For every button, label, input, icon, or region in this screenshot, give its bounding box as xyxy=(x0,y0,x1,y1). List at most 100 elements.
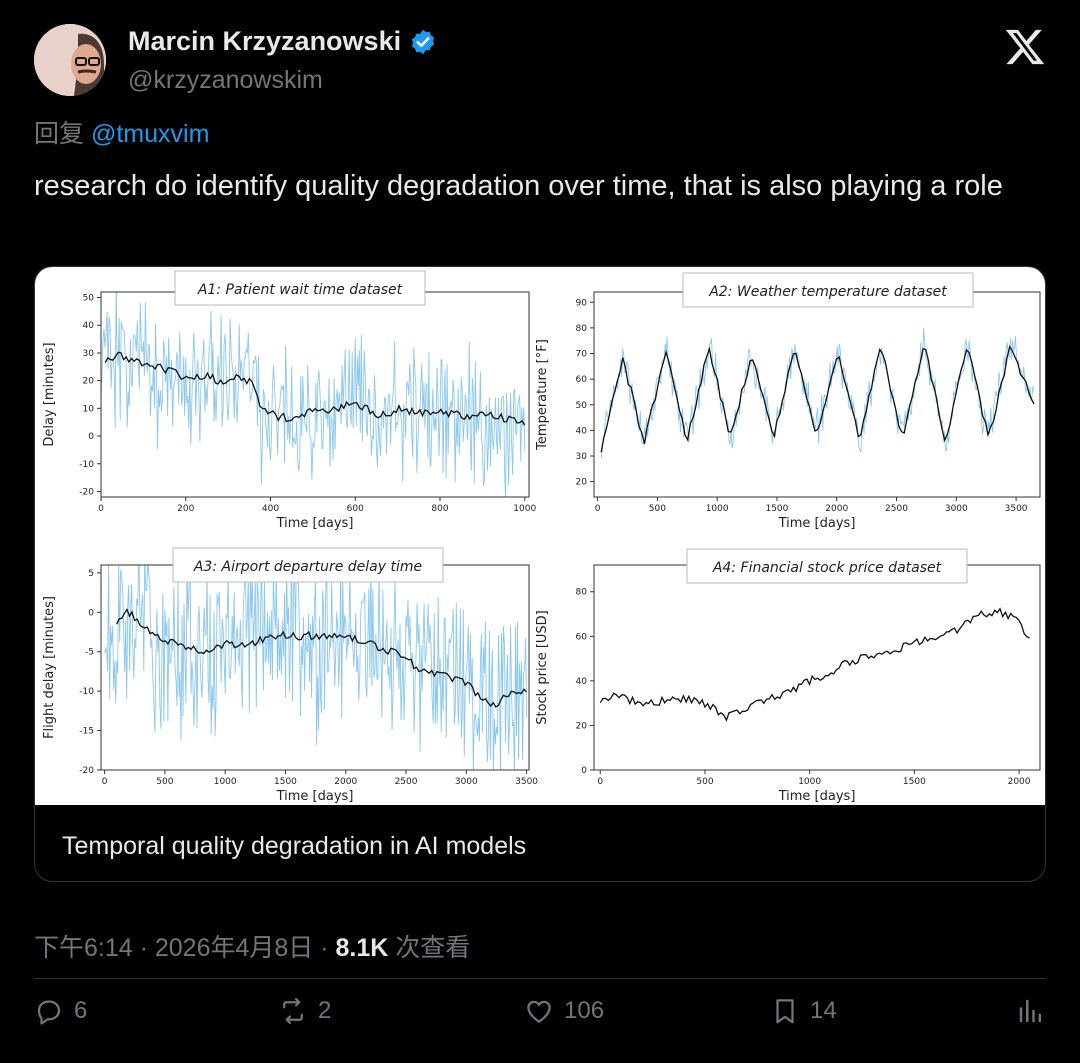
chart-title-4: A4: Financial stock price dataset xyxy=(712,560,942,576)
repost-count: 2 xyxy=(318,997,332,1024)
x-axis-label-3: Time [days] xyxy=(276,789,354,804)
avatar[interactable] xyxy=(34,24,106,96)
chart-title-2: A2: Weather temperature dataset xyxy=(708,284,947,300)
x-tick-label-3: 500 xyxy=(156,777,173,787)
chart-title-box-4 xyxy=(686,548,968,584)
card-caption: Temporal quality degradation in AI model… xyxy=(62,832,527,860)
verified-badge-icon xyxy=(412,29,435,54)
timestamp[interactable]: 下午6:14 · 2026年4月8日 · xyxy=(34,934,336,962)
repost-icon xyxy=(283,998,303,1024)
x-tick-label-1: 400 xyxy=(262,504,279,514)
author-handle[interactable]: @krzyzanowskim xyxy=(128,66,323,94)
analytics-icon xyxy=(1019,999,1041,1023)
y-tick-label-3: -20 xyxy=(79,766,94,776)
author-name-text[interactable]: Marcin Krzyzanowski xyxy=(128,26,402,56)
x-tick-label-4: 1000 xyxy=(798,777,821,787)
reply-context: 回复 @tmuxvim xyxy=(34,114,209,150)
view-count: 8.1K xyxy=(335,934,389,962)
chart-title-1: A1: Patient wait time dataset xyxy=(197,282,403,298)
tweet-text: research do identify quality degradation… xyxy=(34,170,1003,202)
chart-title-box-1 xyxy=(174,270,426,306)
repost-button[interactable]: 2 xyxy=(278,996,331,1026)
x-tick-label-1: 1000 xyxy=(513,504,536,514)
media-card[interactable]: 0 200 400 600 800 1000 -20 -10 0 10 20 30 40 50 Time [… xyxy=(34,266,1046,882)
plot-frame-2 xyxy=(593,291,1041,498)
x-tick-label-4: 1500 xyxy=(903,777,926,787)
x-axis-label-4: Time [days] xyxy=(778,789,856,804)
y-tick-label-4: 80 xyxy=(576,588,588,598)
reply-button[interactable]: 6 xyxy=(34,996,87,1026)
tweet-meta: 下午6:14 · 2026年4月8日 · 8.1K 次查看 xyxy=(34,928,470,964)
y-tick-label-2: 30 xyxy=(576,452,588,462)
x-tick-label-3: 1500 xyxy=(274,777,297,787)
x-tick-label-4: 0 xyxy=(597,777,603,787)
y-tick-label-4: 20 xyxy=(576,721,588,731)
x-tick-label-2: 2000 xyxy=(825,504,848,514)
trend-series-2 xyxy=(600,345,1035,453)
y-tick-label-3: -15 xyxy=(79,727,94,737)
trend-series-4 xyxy=(599,607,1030,722)
x-tick-label-1: 0 xyxy=(98,504,104,514)
y-axis-label-3: Flight delay [minutes] xyxy=(42,596,57,739)
like-count: 106 xyxy=(564,997,605,1024)
action-bar: 6 2 106 14 xyxy=(34,996,1046,1036)
y-tick-label-3: -10 xyxy=(79,687,94,697)
y-tick-label-3: 0 xyxy=(88,608,94,618)
plot-frame-4 xyxy=(593,564,1041,771)
x-tick-label-2: 0 xyxy=(595,504,601,514)
y-tick-label-2: 70 xyxy=(576,350,588,360)
reply-count: 6 xyxy=(74,997,88,1024)
reply-mention-link[interactable]: @tmuxvim xyxy=(90,120,210,148)
x-tick-label-3: 2000 xyxy=(334,777,357,787)
x-tick-label-2: 3000 xyxy=(945,504,968,514)
y-axis-label-4: Stock price [USD] xyxy=(535,610,550,725)
author-name[interactable]: Marcin Krzyzanowski xyxy=(128,26,437,57)
bookmark-button[interactable]: 14 xyxy=(770,996,837,1026)
y-tick-label-2: 60 xyxy=(576,375,588,385)
y-tick-label-3: 5 xyxy=(88,569,94,579)
x-tick-label-3: 1000 xyxy=(214,777,237,787)
x-tick-label-1: 800 xyxy=(431,504,448,514)
x-tick-label-4: 500 xyxy=(696,777,713,787)
bookmark-count: 14 xyxy=(810,997,837,1024)
y-tick-label-2: 50 xyxy=(576,401,588,411)
like-button[interactable]: 106 xyxy=(524,996,604,1026)
x-tick-label-2: 3500 xyxy=(1005,504,1028,514)
y-axis-label-2: Temperature [°F] xyxy=(535,339,550,451)
chart-title-box-2 xyxy=(682,272,974,308)
x-tick-label-3: 0 xyxy=(102,777,108,787)
noise-series-1 xyxy=(101,292,526,497)
y-tick-label-1: 30 xyxy=(83,349,95,359)
y-tick-label-1: 10 xyxy=(83,404,95,414)
y-tick-label-1: 20 xyxy=(83,377,95,387)
y-tick-label-1: 40 xyxy=(83,321,95,331)
analytics-button[interactable] xyxy=(1016,996,1046,1026)
bookmark-icon xyxy=(776,999,794,1024)
y-tick-label-2: 90 xyxy=(576,298,588,308)
trend-series-1 xyxy=(104,351,526,426)
x-logo-icon[interactable] xyxy=(1004,26,1046,68)
y-tick-label-3: -5 xyxy=(85,648,94,658)
y-tick-label-2: 20 xyxy=(576,478,588,488)
y-tick-label-1: -10 xyxy=(79,460,94,470)
y-tick-label-2: 80 xyxy=(576,324,588,334)
x-tick-label-2: 2500 xyxy=(885,504,908,514)
x-tick-label-3: 3500 xyxy=(515,777,538,787)
divider xyxy=(34,978,1046,979)
x-tick-label-4: 2000 xyxy=(1008,777,1031,787)
view-count-label: 次查看 xyxy=(388,934,471,962)
y-tick-label-4: 40 xyxy=(576,677,588,687)
y-tick-label-4: 0 xyxy=(581,766,587,776)
x-tick-label-2: 1500 xyxy=(765,504,788,514)
like-icon xyxy=(527,1000,551,1023)
reply-icon xyxy=(37,1000,61,1025)
x-tick-label-2: 500 xyxy=(649,504,666,514)
reply-prefix: 回复 xyxy=(34,120,85,148)
y-axis-label-1: Delay [minutes] xyxy=(42,342,57,446)
y-tick-label-1: -20 xyxy=(79,487,94,497)
x-tick-label-2: 1000 xyxy=(706,504,729,514)
x-tick-label-1: 600 xyxy=(347,504,364,514)
chart-title-3: A3: Airport departure delay time xyxy=(193,559,422,575)
x-axis-label-1: Time [days] xyxy=(276,516,354,531)
